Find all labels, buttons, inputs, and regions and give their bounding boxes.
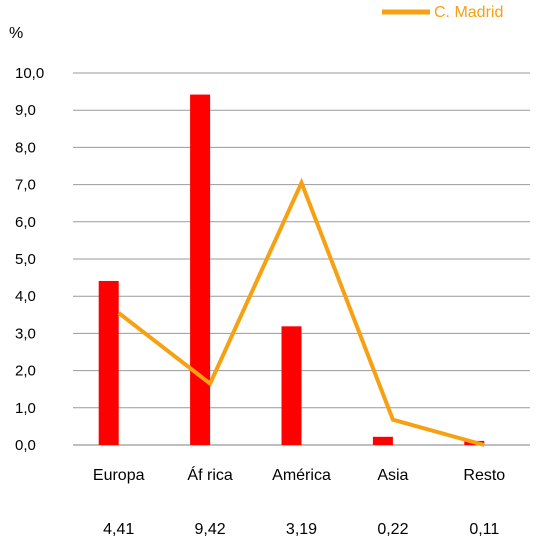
- y-tick-label: 4,0: [15, 288, 36, 305]
- y-tick-label: 6,0: [15, 214, 36, 231]
- x-tick-label: Asia: [377, 467, 408, 484]
- y-tick-label: 10,0: [15, 65, 44, 82]
- x-tick-label: Áf rica: [187, 465, 232, 484]
- data-labels: 4,41 9,42 3,19 0,22 0,11: [103, 521, 499, 537]
- y-tick-labels: 0,0 1,0 2,0 3,0 4,0 5,0 6,0 7,0 8,0 9,0 10,0: [15, 65, 44, 454]
- y-tick-label: 3,0: [15, 325, 36, 342]
- line-series-path: [117, 177, 485, 447]
- bars: [98, 94, 485, 446]
- y-tick-label: 8,0: [15, 139, 36, 156]
- y-tick-label: 2,0: [15, 363, 36, 380]
- y-axis-label: %: [9, 25, 23, 42]
- legend: C. Madrid: [382, 4, 503, 21]
- x-tick-label: Europa: [93, 467, 145, 484]
- y-tick-label: 1,0: [15, 400, 36, 417]
- y-tick-label: 9,0: [15, 102, 36, 119]
- y-tick-label: 0,0: [15, 437, 36, 454]
- data-label: 3,19: [286, 521, 317, 537]
- bar: [190, 94, 211, 446]
- x-tick-label: Resto: [463, 467, 505, 484]
- data-label: 0,22: [377, 521, 408, 537]
- y-tick-label: 5,0: [15, 251, 36, 268]
- bar: [98, 280, 119, 445]
- bar: [372, 436, 393, 445]
- x-tick-label: América: [272, 467, 331, 484]
- gridlines: [73, 72, 530, 446]
- line-series: [117, 177, 485, 447]
- y-tick-label: 7,0: [15, 177, 36, 194]
- x-tick-labels: Europa Áf rica América Asia Resto: [93, 465, 505, 484]
- data-label: 0,11: [469, 521, 499, 537]
- legend-label: C. Madrid: [434, 4, 503, 21]
- data-label: 9,42: [195, 521, 226, 537]
- data-label: 4,41: [103, 521, 134, 537]
- bar: [281, 326, 302, 445]
